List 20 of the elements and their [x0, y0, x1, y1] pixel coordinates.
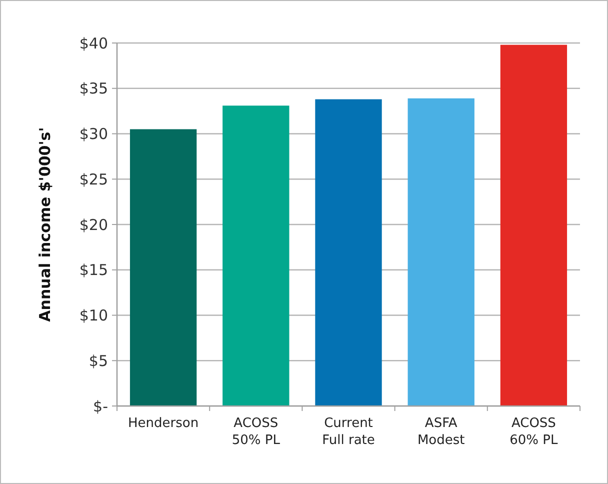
- x-tick-label: Current Full rate: [322, 416, 375, 448]
- bar: [315, 99, 382, 406]
- y-axis-title: Annual income $'000's': [36, 127, 54, 322]
- x-tick-label: Henderson: [128, 416, 199, 431]
- bar: [500, 44, 568, 406]
- x-tick-label: ACOSS 50% PL: [232, 416, 281, 448]
- y-tick-label: $25: [79, 170, 108, 188]
- y-tick-label: $35: [79, 80, 108, 98]
- x-tick-label: ASFA Modest: [417, 416, 465, 448]
- x-tick-label: ACOSS 60% PL: [510, 416, 559, 448]
- y-tick-label: $5: [88, 352, 108, 370]
- y-tick-label: $-: [93, 397, 108, 416]
- bar: [408, 98, 474, 406]
- y-tick-label: $10: [79, 306, 108, 324]
- bar: [222, 106, 290, 406]
- y-tick-label: $30: [79, 125, 108, 143]
- y-tick-label: $20: [79, 216, 108, 234]
- bar: [130, 129, 197, 406]
- y-tick-label: $40: [79, 34, 108, 52]
- y-tick-label: $15: [79, 261, 108, 280]
